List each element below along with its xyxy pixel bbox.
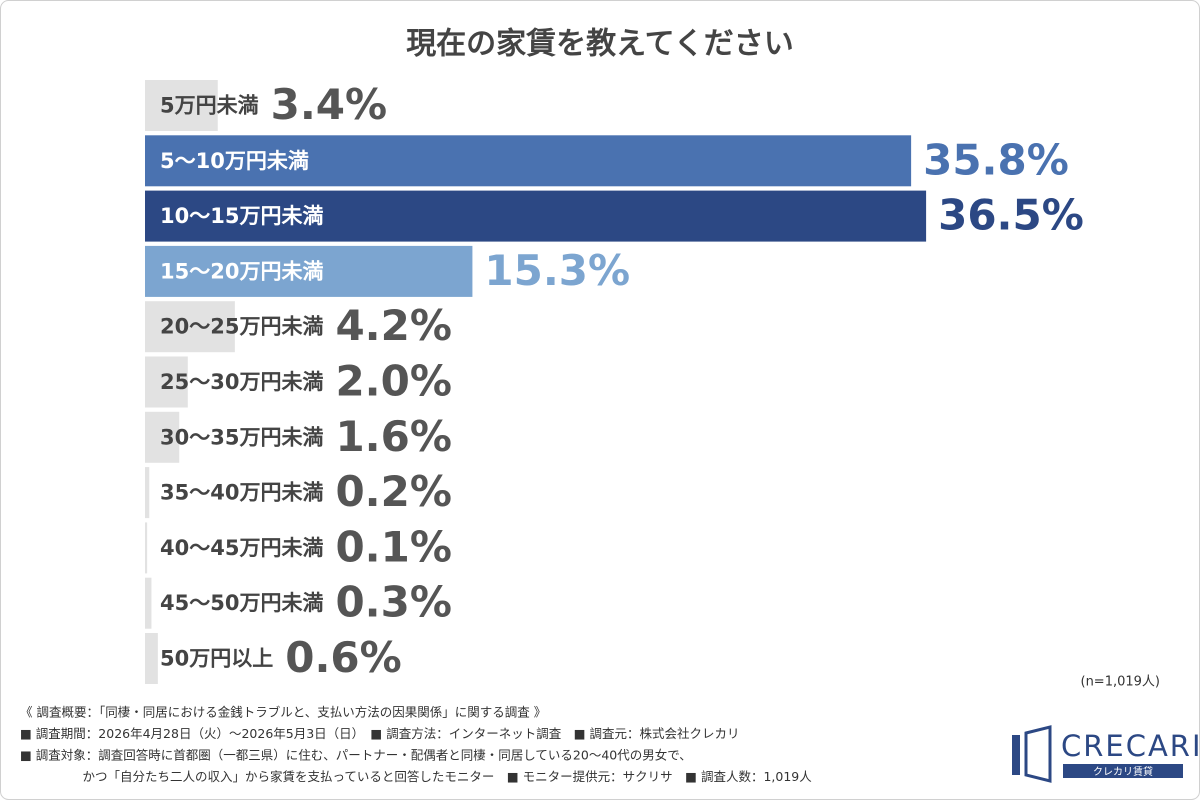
- logo-door: [1024, 725, 1052, 783]
- value-label: 0.1%: [335, 522, 451, 571]
- value-label: 35.8%: [923, 135, 1069, 184]
- bar: [145, 135, 912, 187]
- category-label: 20～25万円未満: [160, 315, 323, 339]
- notes: 《 調査概要：「同棲・同居における金銭トラブルと、支払い方法の因果関係」に関する…: [20, 705, 812, 785]
- value-label: 1.6%: [335, 412, 451, 461]
- logo-tagline: クレカリ賃貸: [1093, 765, 1153, 778]
- chart-title: 現在の家賃を教えてください: [406, 27, 794, 62]
- sample-size: (n=1,019人): [1081, 675, 1161, 690]
- bar: [145, 80, 218, 131]
- category-label: 50万円以上: [160, 647, 273, 671]
- note: ■ 調査期間：2026年4月28日（火）～2026年5月3日（日） ■ 調査方法…: [20, 726, 740, 741]
- category-label: 40～45万円未満: [160, 536, 323, 560]
- bar: [145, 411, 180, 463]
- bar: [145, 522, 148, 574]
- category-label: 5～10万円未満: [160, 149, 309, 173]
- logo-band: [1063, 764, 1183, 778]
- note: 《 調査概要：「同棲・同居における金銭トラブルと、支払い方法の因果関係」に関する…: [20, 705, 546, 720]
- bar: [145, 190, 927, 242]
- value-label: 2.0%: [335, 357, 451, 406]
- note: ■ 調査対象：調査回答時に首都圏（一都三県）に住む、パートナー・配偶者と同棲・同…: [20, 748, 692, 763]
- bar: [145, 577, 152, 629]
- bar: [145, 633, 158, 684]
- value-label: 4.2%: [335, 301, 451, 350]
- value-label: 0.2%: [335, 467, 451, 516]
- logo: CRECARI クレカリ賃貸: [1012, 725, 1200, 783]
- value-label: 0.6%: [285, 633, 401, 682]
- logo-name: CRECARI: [1061, 729, 1200, 763]
- category-label: 35～40万円未満: [160, 481, 323, 505]
- bar: [145, 356, 188, 408]
- bar: [145, 301, 235, 353]
- bar: [145, 467, 150, 519]
- note: かつ「自分たち二人の収入」から家賃を支払っていると回答したモニター ■ モニター…: [20, 769, 812, 784]
- logo-mark: [1012, 735, 1020, 775]
- category-label: 30～35万円未満: [160, 425, 323, 449]
- category-label: 5万円未満: [160, 94, 259, 118]
- category-label: 15～20万円未満: [160, 259, 323, 283]
- bar: [145, 245, 473, 297]
- category-label: 45～50万円未満: [160, 591, 323, 615]
- category-label: 25～30万円未満: [160, 370, 323, 394]
- value-label: 0.3%: [335, 578, 451, 627]
- value-label: 3.4%: [271, 80, 387, 129]
- value-label: 15.3%: [484, 246, 630, 295]
- value-label: 36.5%: [938, 191, 1084, 240]
- category-label: 10～15万円未満: [160, 204, 323, 228]
